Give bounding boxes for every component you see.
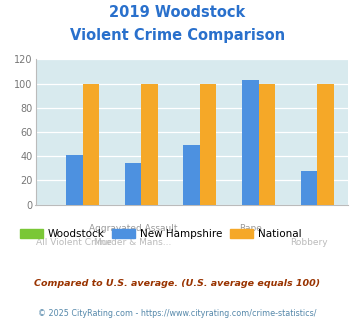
Bar [184,145,200,205]
Text: © 2025 CityRating.com - https://www.cityrating.com/crime-statistics/: © 2025 CityRating.com - https://www.city… [38,309,317,317]
Bar [200,83,216,205]
Text: Compared to U.S. average. (U.S. average equals 100): Compared to U.S. average. (U.S. average … [34,279,321,288]
Text: Rape: Rape [239,224,262,233]
Bar [141,83,158,205]
Text: Aggravated Assault: Aggravated Assault [89,224,177,233]
Text: Violent Crime Comparison: Violent Crime Comparison [70,28,285,43]
Text: 2019 Woodstock: 2019 Woodstock [109,5,246,20]
Bar [242,80,258,205]
Bar [66,155,83,205]
Bar [301,171,317,205]
Bar [317,83,334,205]
Legend: Woodstock, New Hampshire, National: Woodstock, New Hampshire, National [16,225,306,243]
Bar [258,83,275,205]
Bar [125,163,141,205]
Text: All Violent Crime: All Violent Crime [37,238,112,247]
Text: Robbery: Robbery [290,238,328,247]
Text: Murder & Mans...: Murder & Mans... [94,238,172,247]
Bar [83,83,99,205]
